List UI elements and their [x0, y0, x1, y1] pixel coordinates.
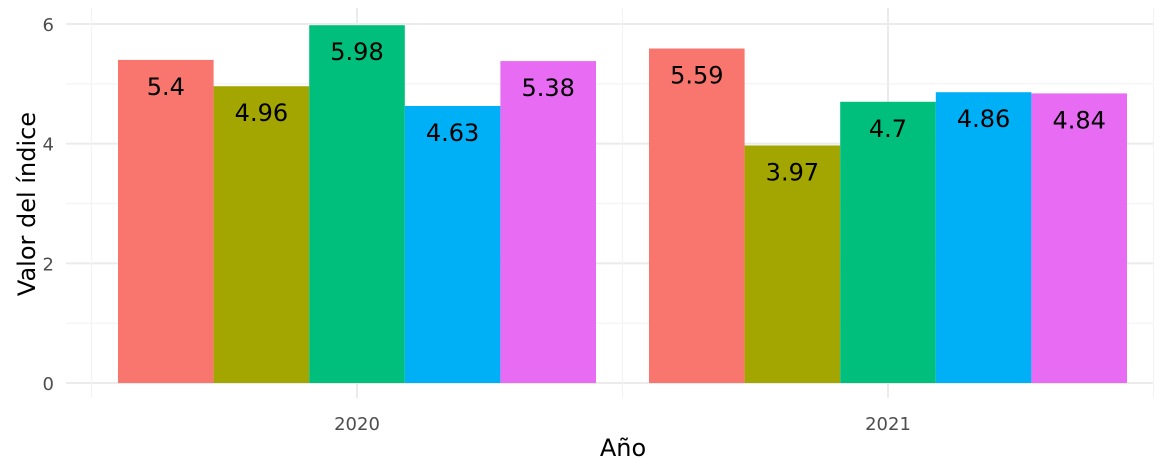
bar-value-label: 5.98	[330, 38, 383, 66]
y-axis-ticks: 0 2 4 6	[43, 15, 54, 395]
y-axis-title: Valor del índice	[13, 112, 41, 296]
bar	[1031, 93, 1127, 383]
y-tick-label: 2	[43, 254, 54, 275]
bar-value-label: 4.63	[426, 119, 479, 147]
bar	[404, 105, 501, 383]
bar-value-label: 5.59	[670, 62, 723, 90]
bar-value-label: 5.4	[147, 73, 185, 101]
bar	[500, 61, 596, 383]
bar	[309, 25, 405, 384]
bar	[118, 59, 214, 384]
y-tick-label: 4	[43, 135, 54, 156]
y-tick-label: 6	[43, 15, 54, 36]
bar-value-label: 4.86	[957, 105, 1010, 133]
bar-value-label: 4.7	[869, 115, 907, 143]
bar	[935, 92, 1032, 384]
x-tick-label: 2020	[334, 414, 380, 435]
x-tick-label: 2021	[865, 414, 911, 435]
x-axis-title: Año	[600, 434, 646, 459]
bar	[840, 101, 936, 384]
bar	[744, 145, 841, 383]
bar-value-label: 4.96	[235, 99, 288, 127]
x-axis-ticks: 2020 2021	[334, 414, 911, 435]
bar-value-label: 5.38	[521, 74, 574, 102]
bars	[118, 25, 1127, 384]
y-tick-label: 0	[43, 374, 54, 395]
bar	[649, 48, 745, 383]
bar-labels: 5.4 4.96 5.98 4.63 5.38 5.59 3.97 4.7 4.86 4.84	[147, 38, 1106, 186]
bar-value-label: 4.84	[1052, 106, 1105, 134]
bar-value-label: 3.97	[766, 158, 819, 186]
bar	[213, 86, 310, 383]
